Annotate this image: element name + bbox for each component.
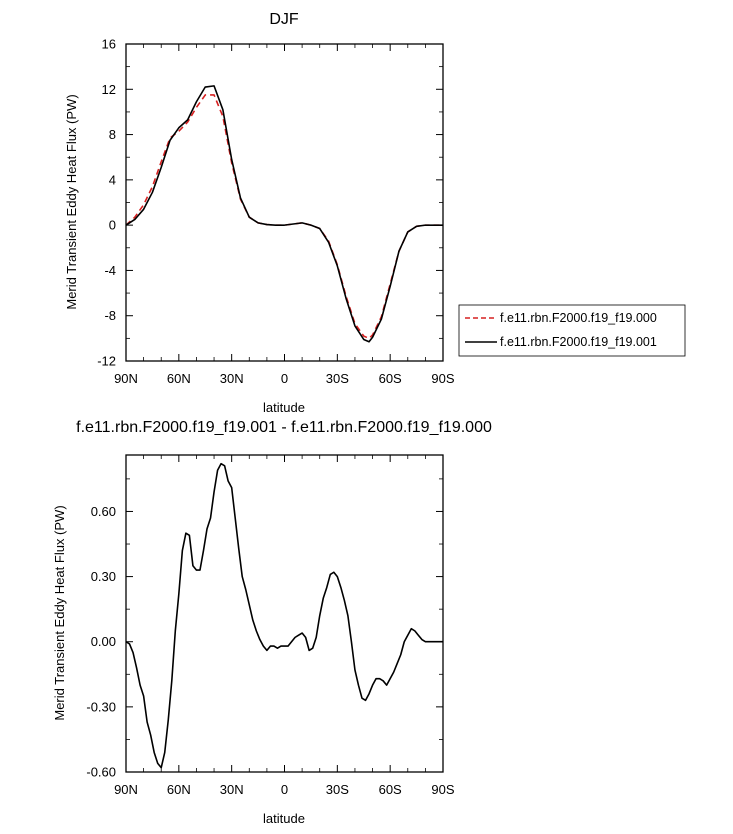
- x-tick-label: 60N: [167, 371, 191, 386]
- series-line-1-0: [125, 462, 443, 769]
- top-chart-xlabel: latitude: [263, 400, 305, 415]
- top-plot-frame: [125, 43, 444, 362]
- x-tick-label: 0: [281, 782, 288, 797]
- y-tick-label: -0.60: [86, 765, 116, 780]
- x-tick-label: 90S: [431, 782, 454, 797]
- series-line-0-1: [125, 85, 443, 343]
- y-tick-label: 8: [109, 127, 116, 142]
- top-chart-ylabel: Merid Transient Eddy Heat Flux (PW): [64, 94, 79, 309]
- x-tick-label: 30S: [326, 782, 349, 797]
- series-line-0-0: [125, 94, 443, 340]
- y-tick-label: -12: [97, 354, 116, 369]
- y-tick-label: 16: [102, 37, 116, 52]
- x-tick-label: 60S: [379, 371, 402, 386]
- legend: f.e11.rbn.F2000.f19_f19.000 f.e11.rbn.F2…: [458, 304, 686, 357]
- x-tick-label: 30S: [326, 371, 349, 386]
- x-tick-label: 30N: [220, 371, 244, 386]
- bottom-chart-xlabel: latitude: [263, 811, 305, 826]
- y-tick-label: 0: [109, 218, 116, 233]
- y-tick-label: 0.60: [91, 504, 116, 519]
- x-tick-label: 60N: [167, 782, 191, 797]
- legend-box: [458, 304, 686, 357]
- y-tick-label: 0.30: [91, 569, 116, 584]
- bottom-chart: f.e11.rbn.F2000.f19_f19.001 - f.e11.rbn.…: [52, 419, 492, 826]
- x-tick-label: 90N: [114, 782, 138, 797]
- x-tick-label: 90N: [114, 371, 138, 386]
- bottom-plot-frame: [125, 454, 444, 773]
- y-tick-label: -0.30: [86, 699, 116, 714]
- x-tick-label: 30N: [220, 782, 244, 797]
- bottom-chart-title: f.e11.rbn.F2000.f19_f19.001 - f.e11.rbn.…: [76, 419, 492, 436]
- y-tick-label: 12: [102, 82, 116, 97]
- y-tick-label: -4: [104, 263, 116, 278]
- bottom-chart-ylabel: Merid Transient Eddy Heat Flux (PW): [52, 505, 67, 720]
- top-chart-title: DJF: [269, 11, 299, 28]
- x-tick-label: 0: [281, 371, 288, 386]
- x-tick-label: 60S: [379, 782, 402, 797]
- y-tick-label: 0.00: [91, 634, 116, 649]
- y-tick-label: -8: [104, 308, 116, 323]
- x-tick-label: 90S: [431, 371, 454, 386]
- legend-label-000: f.e11.rbn.F2000.f19_f19.000: [500, 311, 657, 325]
- y-tick-label: 4: [109, 172, 116, 187]
- top-chart: DJF 90N 60N 30N 0 30S 60S 90S 16 12 8 4 0 -4 -8 -12 la…: [64, 11, 686, 415]
- legend-label-001: f.e11.rbn.F2000.f19_f19.001: [500, 335, 657, 349]
